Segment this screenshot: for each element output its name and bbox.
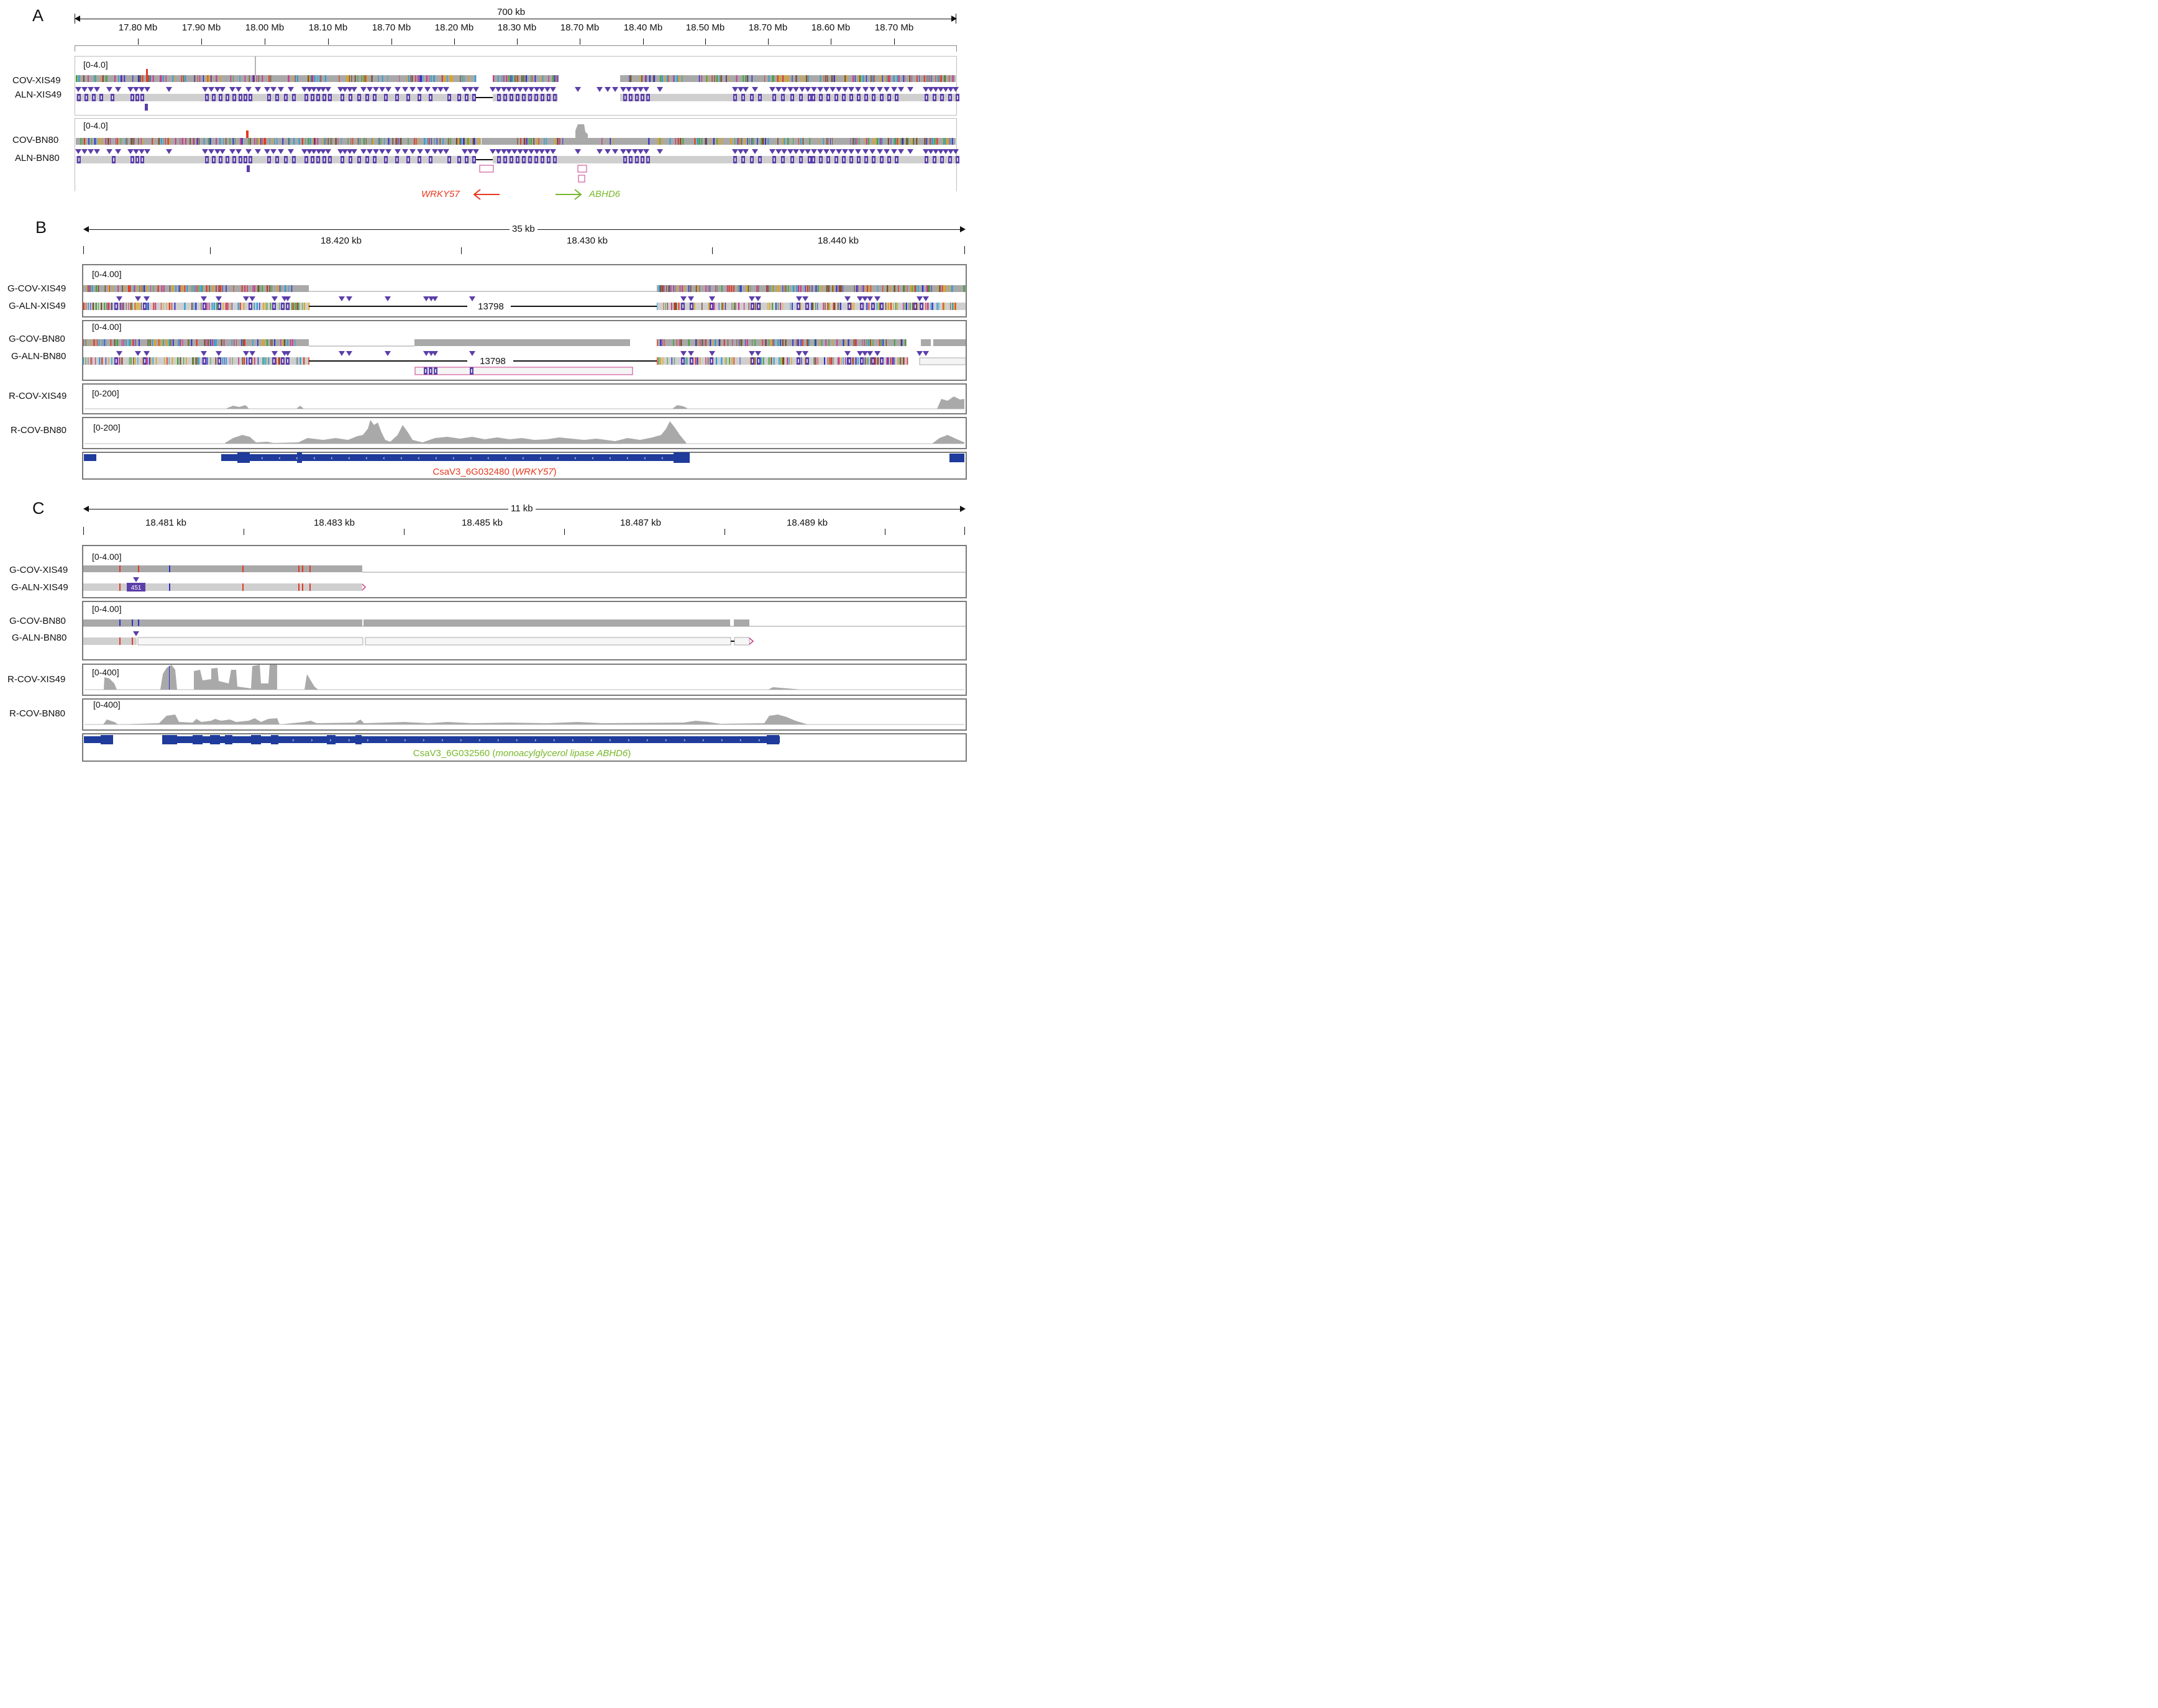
panel-a-cov-xis49-label: COV-XIS49	[12, 75, 61, 86]
panel-c-rna2-box	[82, 698, 967, 731]
panel-b-aln-xis49-label: G-ALN-XIS49	[9, 301, 66, 311]
panel-b-tick-2: 18.430 kb	[567, 235, 608, 246]
genome-browser-figure: A 700 kb 17.80 Mb 17.90 Mb 18.00 Mb 18.10 M…	[0, 0, 974, 771]
panel-a-group1-box	[75, 56, 957, 116]
panel-a-tick-4: 18.10 Mb	[308, 22, 348, 33]
panel-c-aln-xis49-label: G-ALN-XIS49	[11, 582, 68, 593]
wrky57-direction-arrow-icon	[473, 189, 500, 200]
panel-c-group2-box	[82, 601, 967, 660]
panel-a-tick-10: 18.50 Mb	[685, 22, 725, 33]
panel-b-tick-3: 18.440 kb	[818, 235, 859, 246]
panel-a-aln-bn80-label: ALN-BN80	[15, 153, 60, 163]
panel-c-span: 11 kb	[508, 504, 536, 514]
panel-a-tick-11: 18.70 Mb	[748, 22, 788, 33]
panel-c-group1-box	[82, 545, 967, 598]
panel-b-cov-bn80-label: G-COV-BN80	[9, 334, 65, 344]
panel-c-letter: C	[32, 499, 45, 518]
panel-a-tick-7: 18.30 Mb	[497, 22, 537, 33]
panel-a-letter: A	[32, 6, 44, 25]
panel-c-rna2-label: R-COV-BN80	[9, 708, 66, 719]
panel-b-group2-range: [0-4.00]	[92, 322, 122, 332]
panel-c-aln-bn80-label: G-ALN-BN80	[12, 633, 67, 643]
panel-c-rna1-label: R-COV-XIS49	[7, 674, 66, 685]
panel-b-rna2-label: R-COV-BN80	[11, 425, 67, 436]
panel-c-tick-5: 18.489 kb	[787, 518, 828, 528]
panel-b-group2-box	[82, 320, 967, 381]
panel-c-cov-xis49-label: G-COV-XIS49	[9, 565, 68, 575]
insertion-block-gap	[957, 96, 958, 99]
panel-b-group1-range: [0-4.00]	[92, 269, 122, 279]
panel-c-rna1-range: [0-400]	[92, 667, 119, 677]
panel-b-cov-xis49-label: G-COV-XIS49	[7, 283, 66, 294]
panel-a-tick-1: 17.80 Mb	[118, 22, 158, 33]
panel-b-gene-label: CsaV3_6G032480 (WRKY57)	[432, 467, 557, 477]
panel-a-span: 700 kb	[495, 7, 528, 17]
panel-b-aln-bn80-label: G-ALN-BN80	[11, 351, 66, 362]
panel-c-tick-2: 18.483 kb	[314, 518, 355, 528]
panel-c-group2-range: [0-4.00]	[92, 604, 122, 614]
panel-c-tick-3: 18.485 kb	[462, 518, 503, 528]
panel-a-cov-bn80-label: COV-BN80	[12, 135, 59, 145]
panel-b-span: 35 kb	[510, 224, 537, 234]
panel-a-group2-range: [0-4.0]	[83, 121, 108, 130]
abhd6-label: ABHD6	[589, 189, 621, 199]
panel-a-tick-12: 18.60 Mb	[811, 22, 851, 33]
abhd6-direction-arrow-icon	[556, 189, 582, 200]
panel-b-rna1-label: R-COV-XIS49	[9, 391, 67, 401]
panel-b-rna1-range: [0-200]	[92, 388, 119, 398]
panel-b-group1-box	[82, 264, 967, 317]
panel-a-tick-6: 18.20 Mb	[434, 22, 474, 33]
panel-c-rna1-box	[82, 664, 967, 696]
panel-c-gene-label: CsaV3_6G032560 (monoacylglycerol lipase …	[413, 748, 631, 759]
panel-b-tick-1: 18.420 kb	[321, 235, 362, 246]
insertion-block-gap	[957, 158, 958, 162]
panel-b-rna1-box	[82, 383, 967, 414]
panel-a-tick-13: 18.70 Mb	[874, 22, 914, 33]
wrky57-label: WRKY57	[421, 189, 460, 199]
panel-a-tick-9: 18.40 Mb	[623, 22, 663, 33]
panel-a-tick-2: 17.90 Mb	[181, 22, 221, 33]
panel-a-tick-8: 18.70 Mb	[560, 22, 600, 33]
panel-c-cov-bn80-label: G-COV-BN80	[9, 616, 66, 626]
panel-a-group1-range: [0-4.0]	[83, 60, 108, 70]
panel-c-group1-range: [0-4.00]	[92, 552, 122, 562]
panel-a-aln-xis49-label: ALN-XIS49	[15, 89, 62, 100]
panel-b-rna2-box	[82, 417, 967, 449]
panel-c-rna2-range: [0-400]	[93, 700, 121, 710]
panel-a-tick-5: 18.70 Mb	[372, 22, 411, 33]
panel-a-tick-3: 18.00 Mb	[245, 22, 285, 33]
panel-b-rna2-range: [0-200]	[93, 422, 121, 432]
panel-c-tick-4: 18.487 kb	[620, 518, 661, 528]
panel-a-group2-box	[75, 118, 957, 191]
panel-b-letter: B	[35, 218, 47, 237]
panel-c-tick-1: 18.481 kb	[145, 518, 186, 528]
